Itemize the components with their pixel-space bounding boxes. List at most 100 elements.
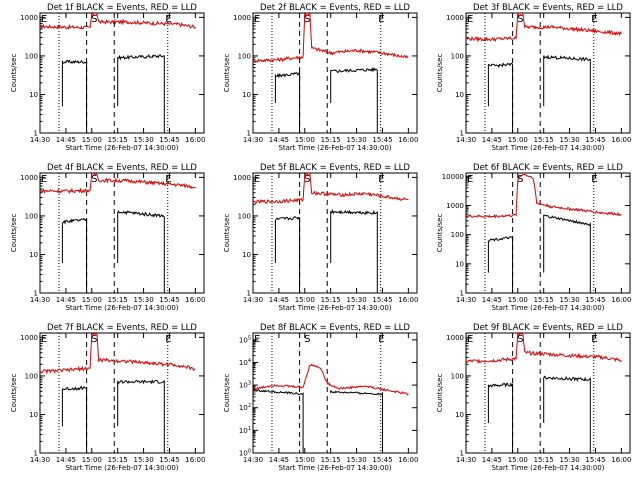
marker-e: E [165, 334, 171, 345]
y-tick-exponent: 3 [248, 381, 251, 387]
series-black-events-1 [487, 62, 514, 133]
y-tick-label: 102 [239, 403, 251, 412]
y-tick-label: 10 [242, 251, 251, 259]
x-tick-label: 15:45 [159, 136, 179, 144]
x-tick-label: 15:30 [133, 296, 153, 304]
plot-frame [252, 12, 418, 134]
marker-e: E [467, 174, 473, 185]
x-tick-label: 15:30 [133, 136, 153, 144]
y-tick-label: 101 [239, 426, 251, 435]
x-tick-label: 16:00 [398, 136, 418, 144]
y-tick-label: 100 [25, 52, 38, 60]
plot-frame [252, 172, 418, 294]
marker-e: E [467, 334, 473, 345]
x-tick-label: 15:15 [108, 296, 128, 304]
x-tick-label: 15:30 [133, 456, 153, 464]
x-tick-label: 16:00 [398, 456, 418, 464]
x-tick-label: 15:15 [108, 136, 128, 144]
x-tick-label: 14:45 [56, 296, 76, 304]
x-tick-label: 15:45 [159, 296, 179, 304]
x-tick-label: 14:30 [456, 456, 476, 464]
y-tick-label: 1 [34, 290, 38, 298]
series-red-lld [465, 13, 622, 43]
x-tick-label: 15:15 [321, 296, 341, 304]
marker-e: E [254, 14, 260, 25]
y-tick-label: 100 [238, 212, 251, 220]
x-tick-label: 16:00 [185, 296, 205, 304]
y-tick-label: 1000 [233, 14, 251, 22]
marker-e: E [591, 334, 597, 345]
plot-frame [465, 172, 631, 294]
series-black-events-2 [330, 390, 383, 453]
y-tick-label: 10 [242, 91, 251, 99]
x-axis-label: Start Time (26-Feb-07 14:30:00) [278, 304, 391, 312]
x-tick-label: 14:45 [56, 456, 76, 464]
x-tick-label: 14:45 [56, 136, 76, 144]
marker-e: E [254, 334, 260, 345]
marker-s: S [517, 174, 523, 185]
x-tick-label: 15:15 [534, 296, 554, 304]
x-tick-label: 15:30 [346, 456, 366, 464]
marker-e: E [41, 174, 47, 185]
marker-s: S [304, 174, 310, 185]
marker-e: E [254, 174, 260, 185]
plot-frame [39, 172, 205, 294]
y-axis-label: Counts/sec [10, 374, 18, 413]
y-tick-label: 10000 [442, 173, 464, 181]
marker-e: E [591, 14, 597, 25]
x-tick-label: 15:30 [559, 136, 579, 144]
series-red-lld [252, 12, 409, 64]
marker-e: E [378, 14, 384, 25]
y-tick-label: 1 [460, 130, 464, 138]
series-black-events-1 [61, 385, 88, 453]
x-tick-label: 16:00 [398, 296, 418, 304]
y-axis-label: Counts/sec [10, 54, 18, 93]
x-tick-label: 14:30 [30, 296, 50, 304]
plot-panel-1: Det 1f BLACK = Events, RED = LLD 1 10 100 10… [10, 3, 205, 152]
x-tick-label: 15:00 [82, 296, 102, 304]
x-tick-label: 16:00 [185, 456, 205, 464]
plot-title: Det 4f BLACK = Events, RED = LLD [47, 163, 197, 173]
x-tick-label: 15:15 [108, 456, 128, 464]
y-tick-label: 104 [239, 358, 251, 367]
series-black-events-2 [543, 54, 591, 133]
series-black-events-1 [61, 217, 88, 293]
x-tick-label: 15:00 [295, 456, 315, 464]
x-axis-label: Start Time (26-Feb-07 14:30:00) [491, 144, 604, 152]
x-tick-label: 14:45 [269, 136, 289, 144]
x-tick-label: 15:45 [585, 456, 605, 464]
x-tick-label: 16:00 [611, 136, 631, 144]
x-tick-label: 14:30 [30, 136, 50, 144]
x-tick-label: 14:45 [482, 296, 502, 304]
series-black-events-1 [487, 382, 514, 453]
x-tick-label: 15:15 [321, 136, 341, 144]
y-tick-label: 10 [455, 91, 464, 99]
marker-s: S [304, 14, 310, 25]
y-tick-label: 100 [25, 212, 38, 220]
x-tick-label: 15:15 [534, 456, 554, 464]
marker-s: S [91, 14, 97, 25]
x-tick-label: 15:15 [321, 456, 341, 464]
y-tick-label: 1 [34, 130, 38, 138]
x-tick-label: 15:00 [82, 136, 102, 144]
y-tick-label: 103 [239, 381, 251, 390]
marker-e: E [165, 174, 171, 185]
plot-frame [465, 12, 631, 134]
x-tick-label: 15:30 [559, 296, 579, 304]
plot-panel-8: Det 8f BLACK = Events, RED = LLD10010110… [223, 323, 418, 472]
marker-e: E [41, 334, 47, 345]
series-black-events-1 [61, 59, 88, 133]
plot-panel-5: Det 5f BLACK = Events, RED = LLD 1 10 100 10… [223, 163, 418, 312]
x-axis-label: Start Time (26-Feb-07 14:30:00) [491, 304, 604, 312]
x-tick-label: 15:00 [295, 136, 315, 144]
x-tick-label: 16:00 [611, 456, 631, 464]
x-tick-label: 15:15 [534, 136, 554, 144]
x-tick-label: 14:45 [482, 456, 502, 464]
y-tick-label: 1000 [446, 202, 464, 210]
series-black-events-1 [274, 216, 301, 293]
y-tick-label: 1000 [20, 14, 38, 22]
y-tick-exponent: 2 [248, 403, 251, 409]
x-tick-label: 14:45 [269, 456, 289, 464]
plot-title: Det 3f BLACK = Events, RED = LLD [473, 3, 623, 13]
x-tick-label: 14:30 [243, 456, 263, 464]
